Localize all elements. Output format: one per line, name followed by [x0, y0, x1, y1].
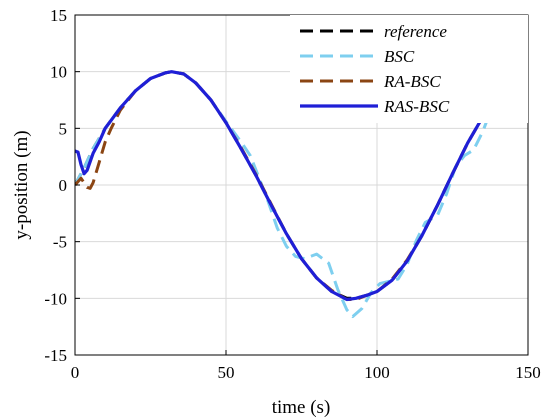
- legend-label-reference: reference: [384, 22, 447, 41]
- y-tick-label: 5: [59, 119, 68, 138]
- x-axis-title: time (s): [272, 397, 331, 418]
- legend: reference BSC RA-BSC RAS-BSC: [290, 15, 528, 123]
- axis-ticks: 0 50 100 150 -15 -10 -5 0 5 10 15: [44, 6, 540, 382]
- x-tick-label: 50: [218, 363, 235, 382]
- legend-label-ra-bsc: RA-BSC: [383, 72, 441, 91]
- x-tick-label: 150: [515, 363, 541, 382]
- y-tick-label: 15: [50, 6, 67, 25]
- series-line-ras-bsc: [75, 70, 528, 302]
- x-tick-label: 100: [364, 363, 390, 382]
- plot-area: [75, 65, 528, 318]
- y-tick-label: 10: [50, 63, 67, 82]
- x-tick-label: 0: [71, 363, 80, 382]
- y-tick-label: 0: [59, 176, 68, 195]
- legend-label-ras-bsc: RAS-BSC: [383, 97, 450, 116]
- y-tick-label: -15: [44, 346, 67, 365]
- y-axis-title: y-position (m): [11, 130, 32, 239]
- legend-label-bsc: BSC: [384, 47, 415, 66]
- y-tick-label: -10: [44, 289, 67, 308]
- y-tick-label: -5: [53, 233, 67, 252]
